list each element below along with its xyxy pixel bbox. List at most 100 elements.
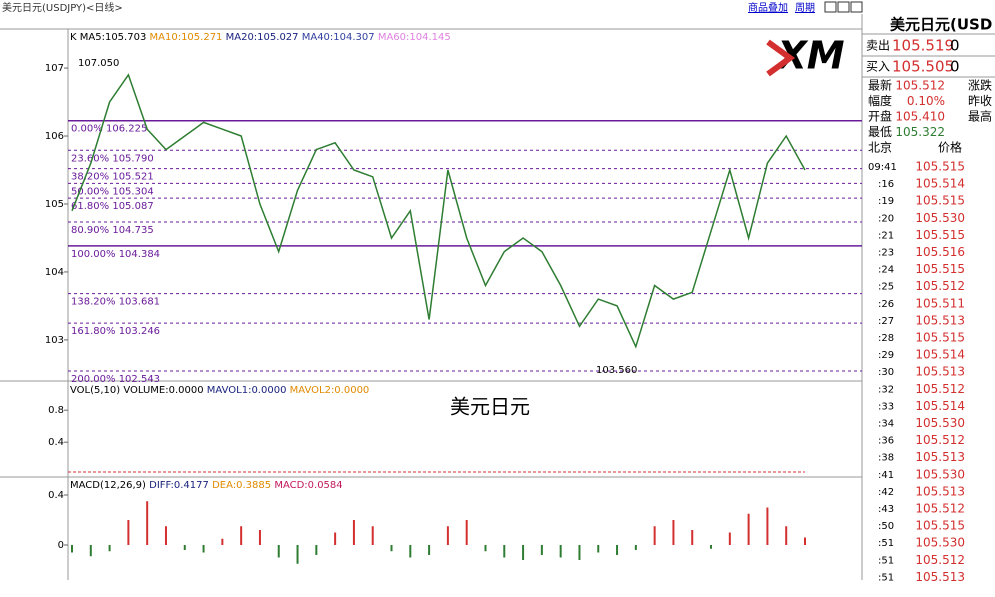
legend-item: MA20:105.027 xyxy=(226,32,299,43)
quote-change: 0 xyxy=(950,37,960,55)
macd-bar xyxy=(108,545,111,552)
stat-cell: 105.512 xyxy=(895,79,945,93)
legend-item: 23.60% xyxy=(71,153,109,164)
macd-bar xyxy=(465,520,468,545)
legend-item: MAVOL2:0.0000 xyxy=(290,385,370,396)
macd-bar xyxy=(390,545,393,552)
tick-price: 105.516 xyxy=(915,245,965,259)
legend-item: MACD(12,26,9) xyxy=(70,480,146,491)
fib-label: 80.90% 104.735 xyxy=(71,225,154,236)
stat-cell: 最低 xyxy=(868,125,892,139)
tick-price: 105.513 xyxy=(915,570,965,584)
tick-price: 105.512 xyxy=(915,382,965,396)
macd-bar xyxy=(672,520,675,545)
macd-bar xyxy=(540,545,543,555)
fib-label: 161.80% 103.246 xyxy=(71,326,160,337)
macd-bar xyxy=(277,545,280,558)
tick-time: 09:41 xyxy=(868,162,897,173)
quote-change: 0 xyxy=(950,58,960,76)
y-tick-label: 107 xyxy=(45,63,64,74)
macd-bar xyxy=(691,530,694,545)
legend-item: 105.521 xyxy=(112,172,153,183)
macd-bar xyxy=(578,545,581,560)
macd-bar xyxy=(352,520,355,545)
legend-item: MA40:104.307 xyxy=(302,32,375,43)
ticks-header: 北京 xyxy=(868,141,892,155)
stat-cell: 幅度 xyxy=(868,93,892,108)
macd-bar xyxy=(766,507,769,545)
tick-time: :38 xyxy=(878,453,894,464)
tick-time: :42 xyxy=(878,487,894,498)
legend-item: 100.00% xyxy=(71,249,116,260)
link[interactable]: 商品叠加 xyxy=(748,1,788,14)
fib-label: 61.80% 105.087 xyxy=(71,201,154,212)
fib-label: 38.20% 105.521 xyxy=(71,172,154,183)
legend-item: 50.00% xyxy=(71,186,109,197)
macd-bar xyxy=(315,545,318,555)
y-tick-label: 0.4 xyxy=(48,490,64,501)
macd-bar xyxy=(146,501,149,545)
tick-price: 105.515 xyxy=(915,194,965,208)
tick-price: 105.515 xyxy=(915,262,965,276)
stat-cell: 涨跌 xyxy=(968,78,992,93)
tick-time: :51 xyxy=(878,555,894,566)
macd-bar xyxy=(597,545,600,553)
tick-time: :28 xyxy=(878,333,894,344)
legend-item: 138.20% xyxy=(71,297,116,308)
macd-bar xyxy=(164,526,167,545)
legend-item: 104.384 xyxy=(119,249,160,260)
tick-price: 105.515 xyxy=(915,228,965,242)
tick-time: :34 xyxy=(878,419,894,430)
y-tick-label: 103 xyxy=(45,335,64,346)
y-tick-label: 104 xyxy=(45,267,64,278)
tick-price: 105.512 xyxy=(915,502,965,516)
legend-item: 161.80% xyxy=(71,326,116,337)
macd-bar xyxy=(334,532,337,545)
macd-bar xyxy=(804,537,806,545)
legend-item: MACD:0.0584 xyxy=(274,480,342,491)
fib-label: 100.00% 104.384 xyxy=(71,249,160,260)
legend-item: 80.90% xyxy=(71,225,109,236)
tick-price: 105.513 xyxy=(915,450,965,464)
view-buttons[interactable] xyxy=(824,1,863,13)
macd-bar xyxy=(296,545,299,564)
xm-logo: XM xyxy=(762,34,860,78)
tick-time: :20 xyxy=(878,213,894,224)
tick-time: :50 xyxy=(878,521,894,532)
quote-label: 卖出 xyxy=(866,39,890,53)
legend-item: MA10:105.271 xyxy=(150,32,223,43)
tick-time: :29 xyxy=(878,350,894,361)
legend-item: 102.543 xyxy=(119,374,160,385)
macd-bar xyxy=(89,545,92,557)
window-title: 美元日元(USDJPY)<日线> xyxy=(2,1,123,14)
tick-price: 105.514 xyxy=(915,399,965,413)
legend-item: 104.735 xyxy=(112,225,153,236)
tick-time: :26 xyxy=(878,299,894,310)
watermark: 美元日元 xyxy=(450,395,530,419)
stat-cell: 0.10% xyxy=(907,94,945,108)
macd-bar xyxy=(371,526,374,545)
legend-item: 103.246 xyxy=(119,326,160,337)
tick-price: 105.513 xyxy=(915,484,965,498)
tick-price: 105.515 xyxy=(915,519,965,533)
y-tick-label: 106 xyxy=(45,131,64,142)
legend-item: MA60:104.145 xyxy=(378,32,451,43)
link[interactable]: 周期 xyxy=(795,2,815,14)
tick-time: :24 xyxy=(878,265,894,276)
macd-bar xyxy=(446,526,449,545)
tick-price: 105.514 xyxy=(915,348,965,362)
tick-price: 105.512 xyxy=(915,553,965,567)
tick-time: :21 xyxy=(878,230,894,241)
macd-bar xyxy=(785,526,788,545)
tick-time: :23 xyxy=(878,248,894,259)
y-tick-label: 0.8 xyxy=(48,405,64,416)
tick-price: 105.530 xyxy=(915,536,965,550)
legend-item: K xyxy=(70,32,77,43)
legend-item: 105.087 xyxy=(112,201,153,212)
indicator-legend: K MA5:105.703 MA10:105.271 MA20:105.027 … xyxy=(70,32,451,43)
tick-time: :16 xyxy=(878,179,894,190)
macd-bar xyxy=(728,532,731,545)
